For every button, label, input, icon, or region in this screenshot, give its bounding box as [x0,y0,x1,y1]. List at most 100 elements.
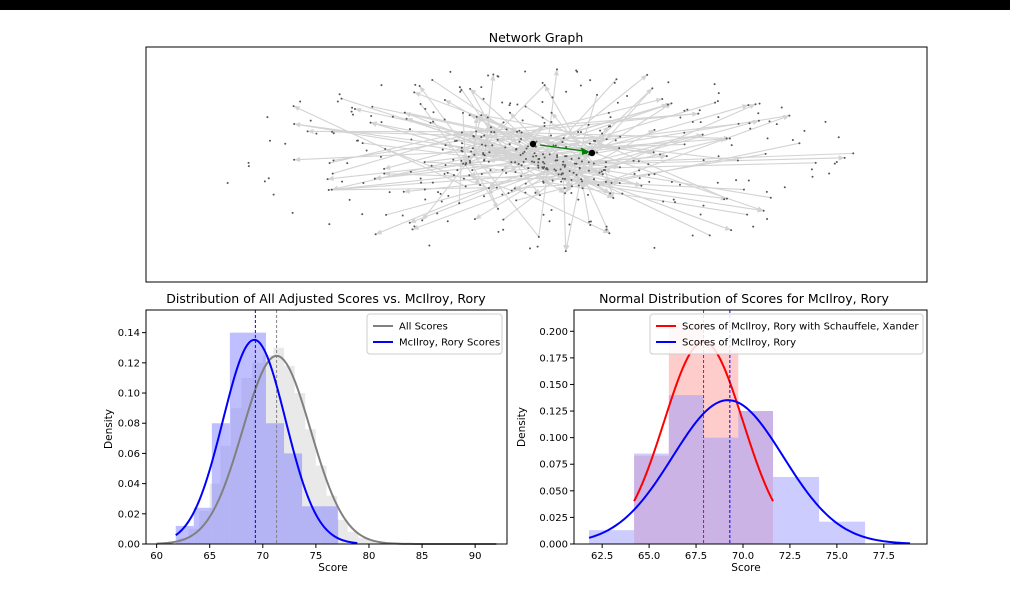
network-node [788,114,791,117]
network-node [369,121,372,124]
network-node [529,247,532,250]
network-node [556,68,559,71]
network-node [480,136,483,139]
network-node [431,78,434,81]
network-node [564,250,567,253]
network-node [565,146,568,149]
network-node [419,177,422,180]
legend-label: McIlroy, Rory Scores [399,338,500,349]
network-node [735,179,738,182]
network-arrowhead [354,107,362,113]
network-node [542,153,545,156]
network-node [480,172,483,175]
network-edge [606,87,653,140]
legend-box [366,313,503,355]
network-node [514,148,517,151]
network-node [542,180,545,183]
hist-bar [634,453,669,544]
network-node [757,112,760,115]
network-node [331,172,334,175]
network-node [560,173,563,176]
network-node [524,70,527,73]
network-node [672,198,675,201]
network-arrowhead [593,167,600,173]
network-arrowhead [660,154,667,160]
network-node [562,137,565,140]
network-node [518,129,521,132]
network-node [496,75,499,78]
network-node [508,104,511,107]
network-node [597,184,600,187]
network-node [471,147,474,150]
network-edge [525,106,598,153]
network-node [452,158,455,161]
network-node [419,102,422,105]
network-node [618,166,621,169]
network-node [507,192,510,195]
network-node [605,161,608,164]
network-node [748,122,751,125]
y-tick-label: 0.10 [118,389,140,400]
network-node [370,115,373,118]
network-node [587,161,590,164]
network-arrowhead [412,224,420,230]
network-node [708,234,711,237]
network-arrowhead [724,225,732,231]
network-node [460,89,463,92]
network-node [775,123,778,126]
network-edge [459,86,492,133]
network-edge [562,178,727,200]
network-node [420,181,423,184]
left-plot-title: Distribution of All Adjusted Scores vs. … [166,291,486,306]
hist-bar [368,540,380,544]
network-arrowhead [655,97,663,104]
network-node [501,101,504,104]
network-node [331,130,334,133]
network-node [575,162,578,165]
legend-box [649,313,924,355]
network-node [405,117,408,120]
network-node [518,140,521,143]
network-edge [469,174,512,192]
network-node [458,202,461,205]
network-node [534,191,537,194]
network-arrowhead [444,99,452,106]
network-node [543,162,546,165]
network-node [575,69,578,72]
left-plot: 60 65 70 75 80 85 90 0.00 0.02 0.04 0.06 0.08 0.10 0.… [118,309,508,562]
hist-bar [347,531,359,544]
network-node [263,180,266,183]
network-node [424,198,427,201]
network-node [765,190,768,193]
network-node [614,139,617,142]
network-node [769,196,772,199]
network-edge [521,132,667,157]
network-node [524,105,527,108]
network-graph [226,68,855,253]
hist-bar [738,411,774,544]
network-node [619,135,622,138]
x-tick-label: 62.5 [591,551,613,562]
network-node [783,186,786,189]
network-node [351,113,354,116]
network-arrowhead [473,116,479,124]
network-node [556,156,559,159]
network-node [371,105,374,108]
network-node [444,164,447,167]
network-node [601,132,604,135]
network-node [626,94,629,97]
network-node [728,137,731,140]
network-node [379,155,382,158]
network-node [443,172,446,175]
y-tick-label: 0.02 [118,509,140,520]
network-edge [462,112,467,165]
network-node [502,218,505,221]
x-tick-label: 67.5 [685,551,707,562]
network-node [766,137,769,140]
network-node [431,181,434,184]
network-node [604,165,607,168]
network-arrowhead [445,143,452,149]
network-arrowhead [409,218,417,224]
network-node [538,194,541,197]
network-node [548,153,551,156]
